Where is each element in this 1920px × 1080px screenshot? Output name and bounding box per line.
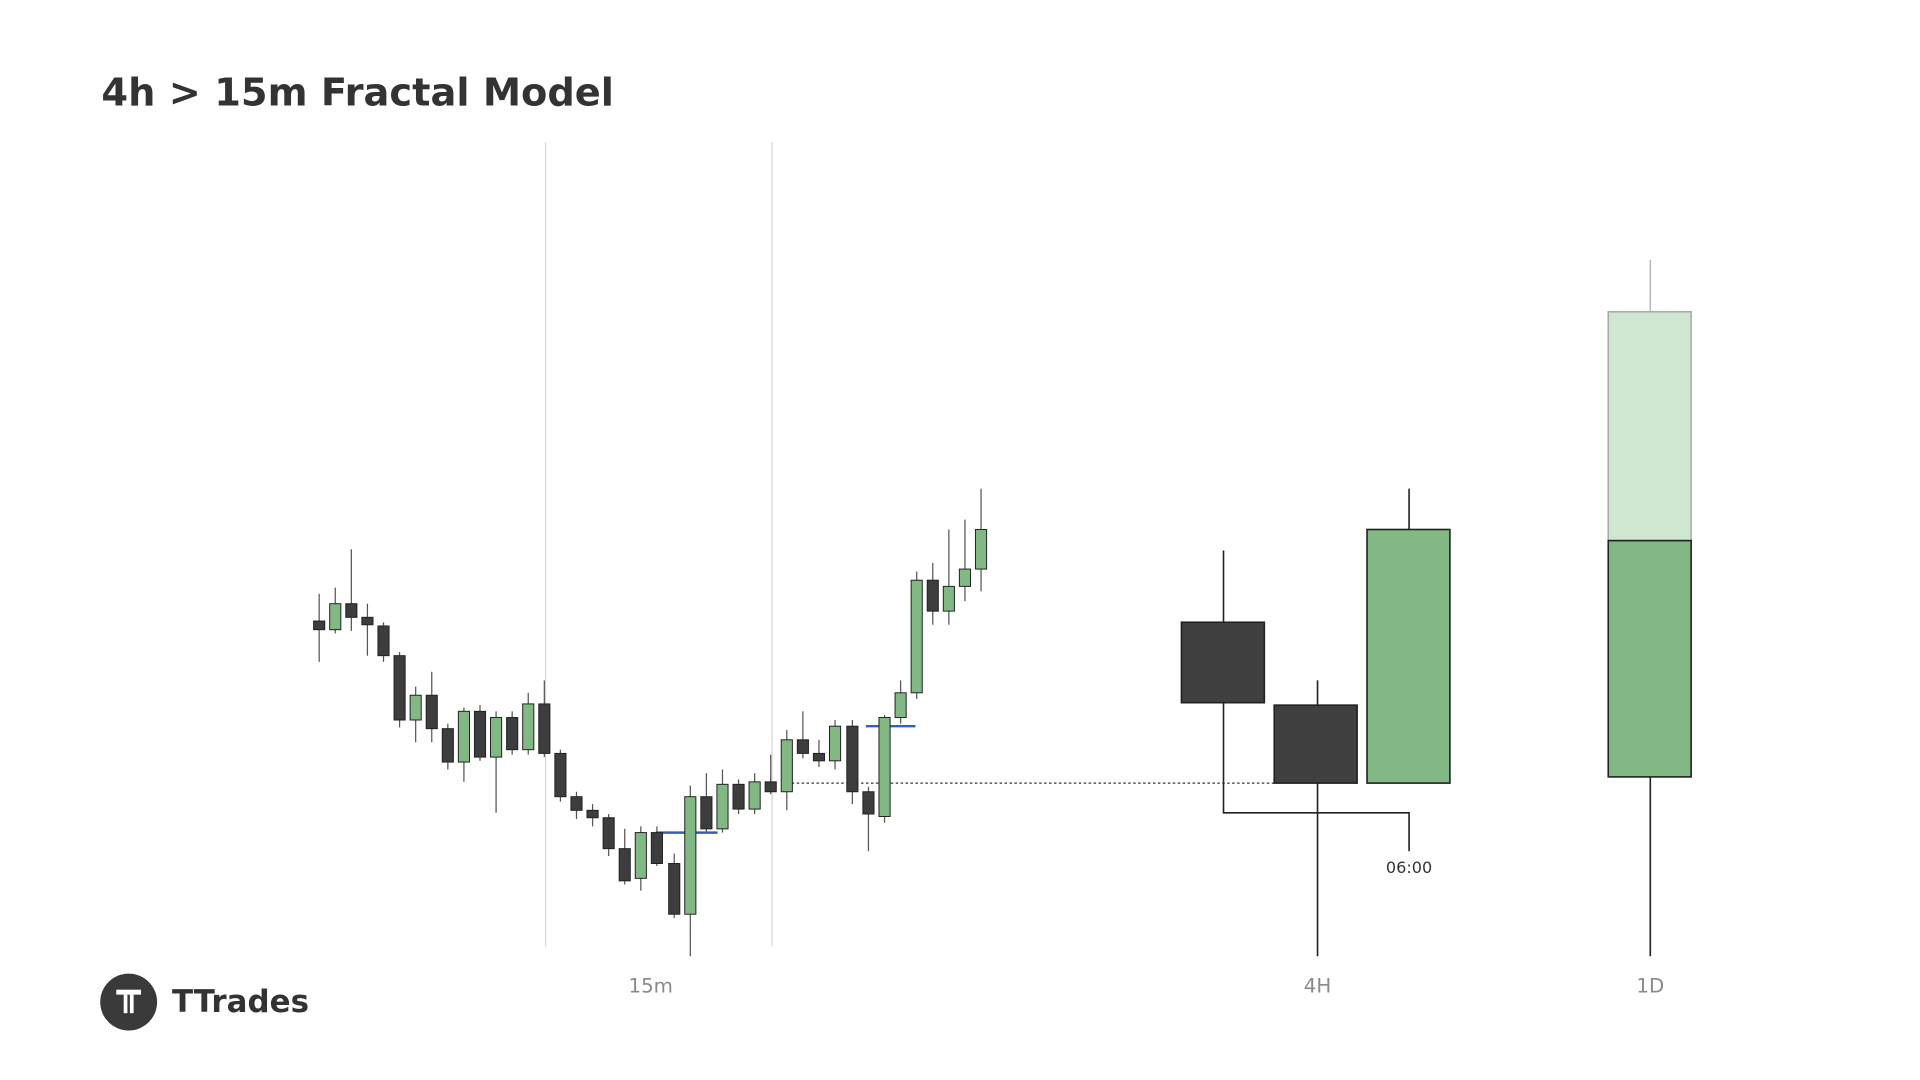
candle-body bbox=[570, 796, 583, 811]
candle-body bbox=[554, 752, 567, 798]
candle-body bbox=[862, 791, 875, 815]
candle-body bbox=[506, 717, 519, 751]
candle-body bbox=[490, 717, 503, 758]
candle-body bbox=[361, 616, 374, 626]
candle-body bbox=[684, 796, 697, 915]
time-label: 06:00 bbox=[1386, 858, 1432, 877]
candle-body bbox=[974, 528, 988, 570]
candle-body bbox=[538, 703, 551, 754]
timeframe-label: 4H bbox=[1304, 975, 1331, 998]
candle-body bbox=[409, 694, 422, 721]
candle-body bbox=[764, 781, 777, 793]
candle-body bbox=[894, 692, 907, 719]
timeframe-label: 15m bbox=[628, 975, 672, 998]
title: 4h > 15m Fractal Model bbox=[101, 71, 614, 116]
candles-15m bbox=[313, 488, 988, 957]
candle-body bbox=[668, 863, 681, 915]
candle-body bbox=[377, 625, 390, 657]
candle-body bbox=[473, 710, 487, 758]
candle-body bbox=[828, 725, 842, 762]
candle-body bbox=[313, 620, 326, 631]
candle-body bbox=[812, 752, 826, 762]
candle-body bbox=[457, 710, 470, 763]
candle-body bbox=[650, 832, 663, 864]
candle-body bbox=[748, 781, 761, 810]
timeframe-label: 1D bbox=[1636, 975, 1664, 998]
candles-4h bbox=[1180, 488, 1451, 957]
candle-body bbox=[393, 655, 406, 721]
candle-body bbox=[425, 694, 438, 730]
candle-body bbox=[716, 783, 729, 830]
brand-logo bbox=[100, 973, 158, 1031]
candle-body bbox=[522, 703, 535, 751]
candle-body bbox=[846, 725, 859, 793]
candle-body bbox=[700, 796, 713, 830]
candle-body bbox=[780, 739, 793, 793]
candle-body bbox=[441, 728, 454, 763]
candle-body bbox=[634, 832, 647, 879]
candle-body bbox=[345, 603, 358, 618]
candle-body bbox=[958, 568, 972, 587]
candle-body bbox=[942, 585, 955, 612]
candle-body bbox=[878, 717, 891, 817]
candle-body bbox=[926, 579, 939, 612]
brand-name: TTrades bbox=[172, 984, 309, 1020]
candle-body bbox=[586, 809, 599, 819]
candle-body bbox=[618, 848, 631, 882]
candle-body bbox=[732, 783, 745, 810]
candle-body bbox=[329, 603, 342, 631]
candle-body bbox=[910, 579, 923, 694]
candle-1d bbox=[1607, 259, 1692, 957]
candle-body bbox=[796, 739, 809, 754]
candle-body bbox=[602, 817, 615, 850]
